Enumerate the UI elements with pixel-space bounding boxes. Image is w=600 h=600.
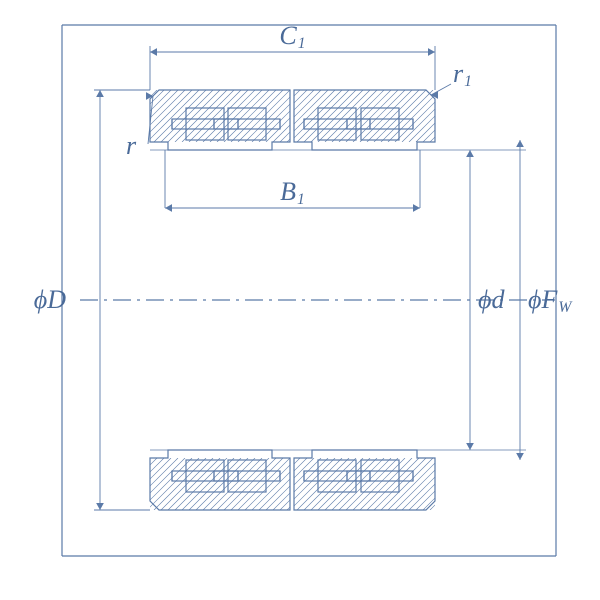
svg-text:ϕd: ϕd xyxy=(478,285,505,314)
svg-text:ϕD: ϕD xyxy=(34,285,66,314)
bearing-diagram: C1 B1 ϕD ϕdϕFW r r1 xyxy=(0,0,600,600)
svg-text:r: r xyxy=(126,131,137,160)
svg-text:C1: C1 xyxy=(279,21,305,52)
svg-text:B1: B1 xyxy=(280,177,305,208)
svg-text:r1: r1 xyxy=(453,59,472,90)
svg-text:ϕFW: ϕFW xyxy=(528,285,573,316)
